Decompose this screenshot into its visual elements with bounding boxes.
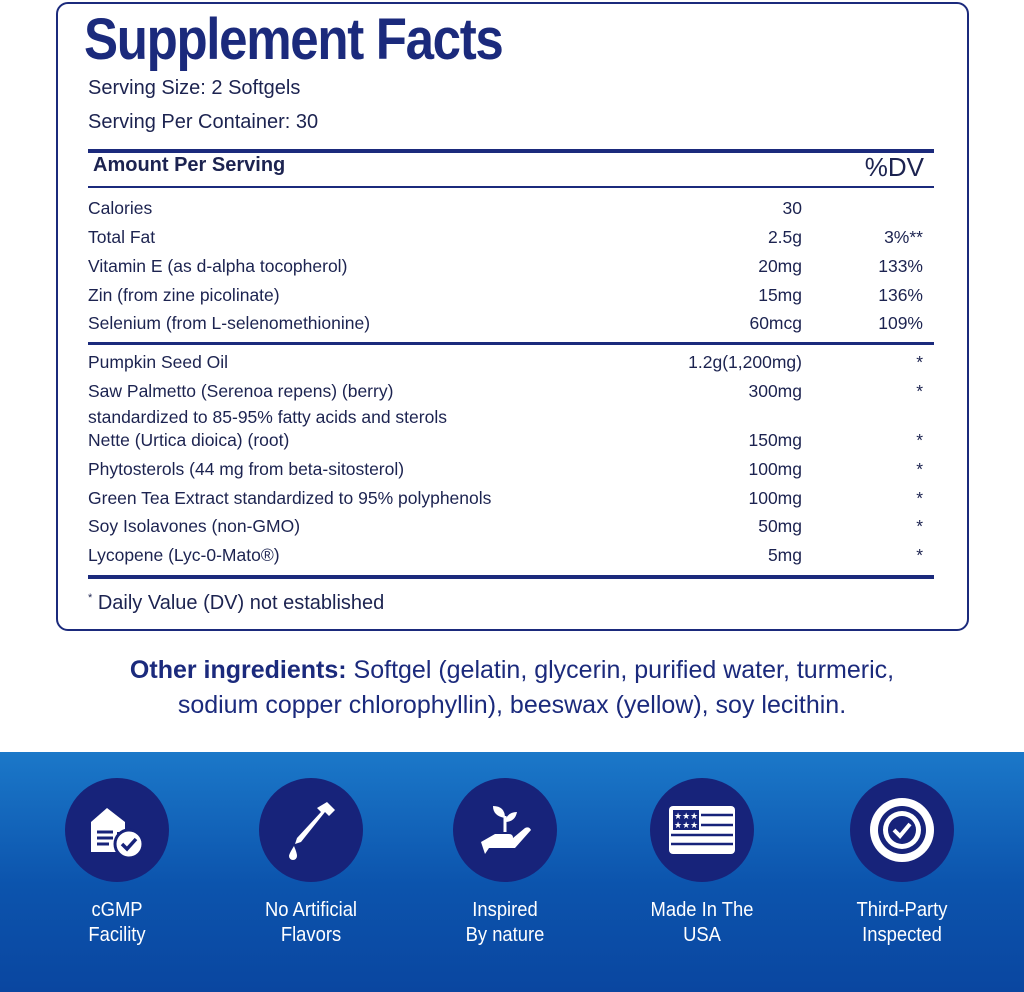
row-dv: *	[916, 459, 923, 479]
badge-label-line1: Inspired	[472, 899, 538, 921]
badge-label: Made In The USA	[628, 898, 775, 948]
divider	[88, 149, 934, 153]
row-name: Lycopene (Lyc-0-Mato®)	[88, 545, 280, 565]
feature-badge: cGMP Facility	[37, 778, 197, 948]
hand-plant-icon	[453, 778, 557, 882]
table-row: Calories 30	[88, 198, 923, 222]
row-name: Nette (Urtica dioica) (root)	[88, 430, 290, 450]
row-name: Phytosterols (44 mg from beta-sitosterol…	[88, 459, 405, 479]
table-row: Vitamin E (as d-alpha tocopherol) 20mg 133…	[88, 256, 923, 280]
servings-per-container: Serving Per Container: 30	[88, 111, 319, 133]
badge-label-line2: Facility	[88, 924, 146, 946]
panel-title: Supplement Facts	[84, 7, 504, 72]
feature-badge: Inspired By nature	[425, 778, 585, 948]
row-name: Soy Isolavones (non-GMO)	[88, 516, 301, 536]
row-amount: 300mg	[748, 381, 802, 401]
feature-badge: No Artificial Flavors	[231, 778, 391, 948]
badge-label-line1: No Artificial	[264, 899, 358, 921]
row-name: Zin (from zine picolinate)	[88, 285, 280, 305]
row-amount: 100mg	[748, 459, 802, 479]
serving-size: Serving Size: 2 Softgels	[88, 77, 301, 99]
row-name: Total Fat	[88, 227, 156, 247]
row-name: Saw Palmetto (Serenoa repens) (berry)	[88, 381, 394, 401]
table-row: Green Tea Extract standardized to 95% po…	[88, 488, 923, 512]
table-row: Pumpkin Seed Oil 1.2g(1,200mg) *	[88, 352, 923, 376]
footnote-text: Daily Value (DV) not established	[97, 592, 385, 614]
row-name: Pumpkin Seed Oil	[88, 352, 229, 372]
badge-label-line2: Inspected	[862, 924, 942, 946]
dropper-icon	[259, 778, 363, 882]
row-name: Calories	[88, 198, 153, 218]
svg-text:★★★: ★★★	[674, 812, 698, 822]
table-row: Lycopene (Lyc-0-Mato®) 5mg *	[88, 545, 923, 569]
badge-label-line1: cGMP	[91, 899, 143, 921]
feature-badge: Third-Party Inspected	[822, 778, 982, 948]
row-amount: 50mg	[758, 516, 802, 536]
row-dv: *	[916, 352, 923, 372]
badge-label: Third-Party Inspected	[828, 898, 975, 948]
row-amount: 5mg	[767, 545, 802, 565]
badge-label-line1: Made In The	[650, 899, 754, 921]
other-ingredients-line1: Other ingredients: Softgel (gelatin, gly…	[0, 656, 1024, 685]
divider	[88, 575, 934, 579]
other-ingredients-label: Other ingredients:	[129, 656, 347, 684]
row-amount: 60mcg	[749, 313, 802, 333]
badge-label-line2: USA	[683, 924, 721, 946]
amount-per-serving-header: Amount Per Serving	[93, 154, 286, 176]
row-amount: 150mg	[748, 430, 802, 450]
badge-label: cGMP Facility	[43, 898, 190, 948]
table-row: Nette (Urtica dioica) (root) 150mg *	[88, 430, 923, 454]
row-name: Vitamin E (as d-alpha tocopherol)	[88, 256, 348, 276]
table-row: standardized to 85-95% fatty acids and s…	[88, 407, 923, 431]
row-amount: 20mg	[758, 256, 802, 276]
table-row: Soy Isolavones (non-GMO) 50mg *	[88, 516, 923, 540]
row-name: standardized to 85-95% fatty acids and s…	[88, 407, 447, 427]
row-dv: 109%	[878, 313, 923, 333]
badge-label-line2: By nature	[465, 924, 545, 946]
badge-label-line2: Flavors	[280, 924, 342, 946]
divider	[88, 342, 934, 345]
row-dv: *	[916, 381, 923, 401]
table-row: Total Fat 2.5g 3%**	[88, 227, 923, 251]
row-dv: *	[916, 488, 923, 508]
footnote-mark: *	[88, 592, 93, 604]
table-row: Selenium (from L-selenomethionine) 60mcg 1…	[88, 313, 923, 337]
row-amount: 2.5g	[767, 227, 802, 247]
row-dv: *	[916, 545, 923, 565]
usa-flag-icon: ★★★ ★★★	[650, 778, 754, 882]
svg-text:★★★: ★★★	[674, 821, 698, 831]
row-dv: 133%	[878, 256, 923, 276]
row-dv: 3%**	[884, 227, 923, 247]
feature-badge: ★★★ ★★★ Made In The USA	[622, 778, 782, 948]
table-row: Zin (from zine picolinate) 15mg 136%	[88, 285, 923, 309]
facility-check-icon	[65, 778, 169, 882]
row-dv: *	[916, 430, 923, 450]
row-amount: 1.2g(1,200mg)	[688, 352, 802, 372]
seal-check-icon	[850, 778, 954, 882]
other-ingredients-line2: sodium copper chlorophyllin), beeswax (y…	[177, 691, 847, 719]
row-amount: 15mg	[758, 285, 802, 305]
badge-label: No Artificial Flavors	[237, 898, 384, 948]
table-row: Saw Palmetto (Serenoa repens) (berry) 300…	[88, 381, 923, 405]
dv-header: %DV	[864, 152, 924, 182]
row-name: Green Tea Extract standardized to 95% po…	[88, 488, 492, 508]
other-ingredients-text: Softgel (gelatin, glycerin, purified wat…	[346, 656, 895, 684]
row-amount: 100mg	[748, 488, 802, 508]
badge-label-line1: Third-Party	[856, 899, 948, 921]
badge-label: Inspired By nature	[431, 898, 578, 948]
footnote: * Daily Value (DV) not established	[88, 592, 384, 615]
supplement-facts-panel	[56, 2, 969, 631]
table-row: Phytosterols (44 mg from beta-sitosterol…	[88, 459, 923, 483]
divider	[88, 186, 934, 188]
row-amount: 30	[782, 198, 802, 218]
row-name: Selenium (from L-selenomethionine)	[88, 313, 371, 333]
row-dv: 136%	[878, 285, 923, 305]
row-dv: *	[916, 516, 923, 536]
